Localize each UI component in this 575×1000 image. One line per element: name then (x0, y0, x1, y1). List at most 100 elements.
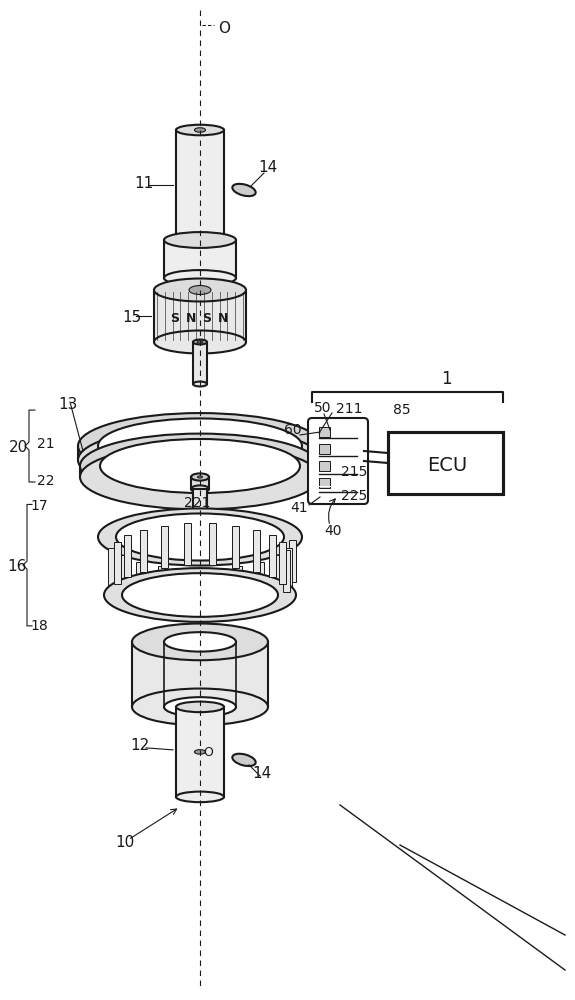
Ellipse shape (193, 382, 207, 386)
Polygon shape (235, 566, 242, 608)
Text: 14: 14 (252, 766, 271, 781)
Ellipse shape (78, 427, 322, 493)
Text: N: N (186, 312, 197, 325)
Ellipse shape (164, 632, 236, 652)
Text: 16: 16 (7, 559, 26, 574)
Polygon shape (119, 555, 126, 597)
Polygon shape (319, 427, 330, 437)
Ellipse shape (197, 341, 203, 343)
Polygon shape (193, 489, 207, 519)
Polygon shape (80, 466, 320, 477)
Text: 225: 225 (341, 489, 367, 503)
Polygon shape (193, 342, 207, 384)
Ellipse shape (232, 184, 256, 196)
Polygon shape (279, 542, 286, 584)
Text: 60: 60 (284, 423, 302, 437)
Polygon shape (114, 542, 121, 584)
Ellipse shape (164, 270, 236, 286)
Text: 10: 10 (115, 835, 134, 850)
Polygon shape (209, 523, 216, 565)
Text: 12: 12 (130, 738, 150, 753)
Polygon shape (289, 540, 296, 582)
Ellipse shape (154, 330, 246, 354)
Polygon shape (257, 562, 264, 604)
Ellipse shape (132, 624, 268, 660)
Polygon shape (140, 530, 147, 572)
Text: S: S (202, 312, 211, 325)
Polygon shape (176, 130, 224, 240)
Text: O: O (203, 746, 213, 759)
Ellipse shape (164, 232, 236, 248)
Polygon shape (319, 444, 330, 454)
Polygon shape (388, 432, 503, 494)
Ellipse shape (116, 513, 284, 561)
Ellipse shape (193, 340, 207, 344)
Ellipse shape (98, 508, 302, 566)
Polygon shape (285, 548, 292, 590)
Polygon shape (176, 707, 224, 797)
Ellipse shape (232, 754, 256, 766)
Text: 41: 41 (290, 501, 308, 515)
Text: 40: 40 (324, 524, 342, 538)
Polygon shape (164, 240, 236, 278)
Text: 13: 13 (58, 397, 78, 412)
Ellipse shape (154, 278, 246, 302)
Ellipse shape (164, 697, 236, 717)
Polygon shape (161, 526, 168, 568)
Polygon shape (232, 526, 239, 568)
Text: 1: 1 (442, 370, 452, 388)
Ellipse shape (194, 750, 205, 754)
Ellipse shape (176, 125, 224, 135)
Ellipse shape (132, 689, 268, 725)
Ellipse shape (104, 568, 296, 622)
Ellipse shape (176, 235, 224, 245)
Text: 20: 20 (9, 440, 28, 455)
Ellipse shape (197, 476, 202, 478)
Polygon shape (136, 562, 143, 604)
FancyBboxPatch shape (308, 418, 368, 504)
Ellipse shape (191, 473, 209, 481)
Ellipse shape (176, 792, 224, 802)
Text: 15: 15 (122, 310, 141, 325)
Polygon shape (108, 548, 115, 590)
Ellipse shape (98, 418, 302, 474)
Text: N: N (218, 312, 228, 325)
Polygon shape (210, 568, 217, 610)
Text: 14: 14 (258, 160, 277, 175)
Polygon shape (316, 468, 336, 500)
Ellipse shape (80, 434, 320, 498)
Polygon shape (124, 535, 131, 577)
Polygon shape (158, 566, 165, 608)
Polygon shape (132, 642, 268, 707)
Polygon shape (154, 290, 246, 342)
Polygon shape (282, 550, 289, 592)
Text: 50: 50 (314, 401, 332, 415)
Polygon shape (319, 478, 330, 488)
Text: 221: 221 (184, 496, 210, 510)
Ellipse shape (80, 445, 320, 509)
Text: 22: 22 (37, 474, 55, 488)
Polygon shape (78, 446, 322, 460)
Ellipse shape (191, 485, 209, 493)
Text: 18: 18 (30, 619, 48, 633)
Text: 85: 85 (393, 403, 411, 417)
Polygon shape (183, 568, 190, 610)
Text: 17: 17 (30, 499, 48, 513)
Text: S: S (170, 312, 179, 325)
Text: 211: 211 (336, 402, 362, 416)
Text: 21: 21 (37, 437, 55, 451)
Polygon shape (253, 530, 260, 572)
Ellipse shape (100, 439, 300, 493)
Ellipse shape (189, 286, 211, 294)
Ellipse shape (194, 128, 205, 132)
Polygon shape (184, 523, 191, 565)
Text: 11: 11 (134, 176, 154, 191)
Text: 215: 215 (341, 465, 367, 479)
Polygon shape (191, 477, 209, 489)
Ellipse shape (122, 573, 278, 617)
Polygon shape (269, 535, 276, 577)
Ellipse shape (78, 413, 322, 479)
Ellipse shape (176, 702, 224, 712)
Polygon shape (319, 461, 330, 471)
Text: ECU: ECU (427, 456, 467, 475)
